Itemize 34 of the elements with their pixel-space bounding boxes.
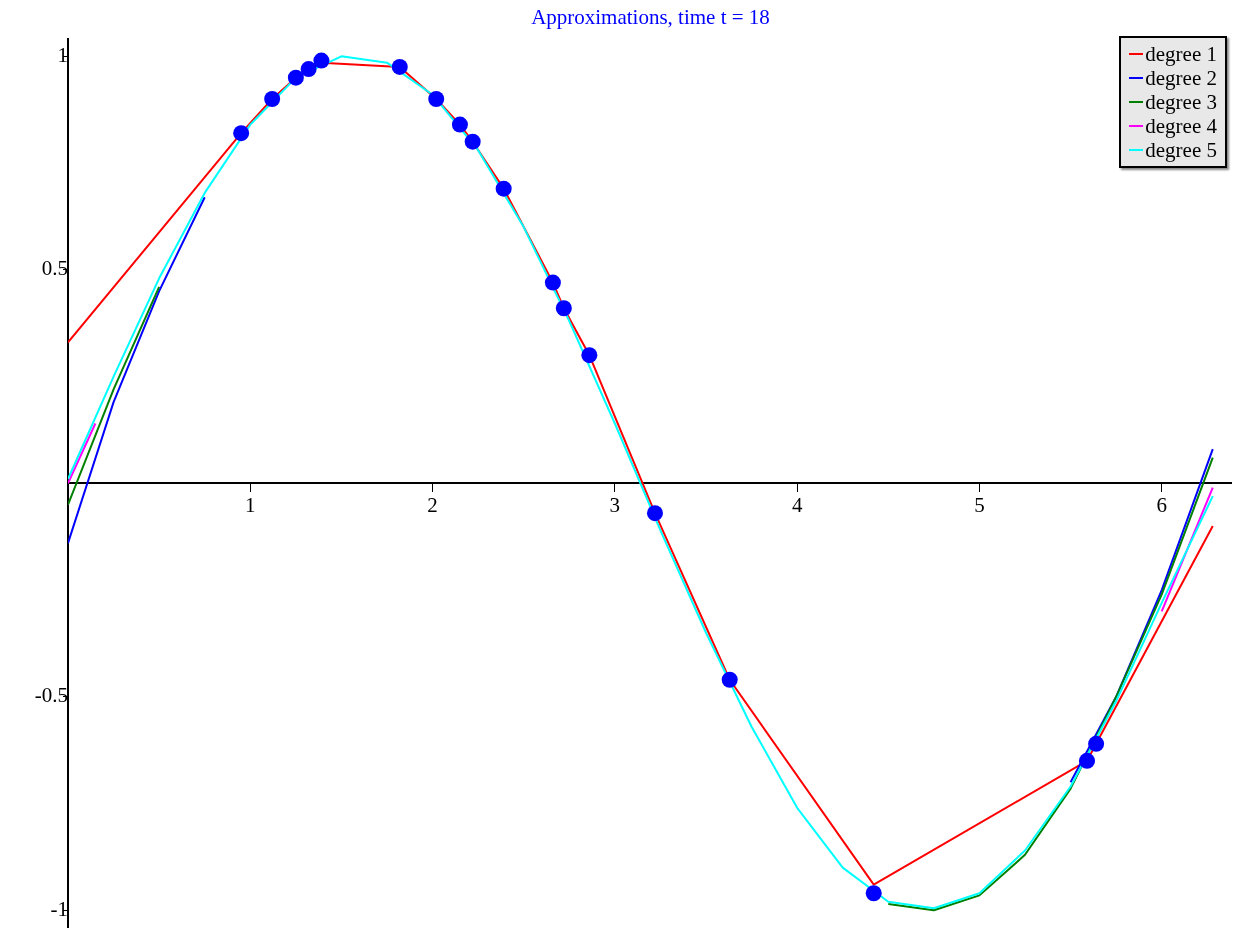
point [555, 300, 572, 317]
point [428, 90, 445, 107]
legend-label: degree 2 [1145, 66, 1217, 90]
point [721, 671, 738, 688]
y-tick-label: 0.5 [41, 256, 68, 281]
point [451, 116, 468, 133]
point [264, 90, 281, 107]
legend-label: degree 4 [1145, 114, 1217, 138]
x-tick-label: 5 [974, 493, 985, 518]
y-tick-label: -0.5 [34, 683, 68, 708]
point [581, 347, 598, 364]
legend-label: degree 5 [1145, 138, 1217, 162]
legend-label: degree 3 [1145, 90, 1217, 114]
point [233, 125, 250, 142]
point [313, 52, 330, 69]
point [646, 505, 663, 522]
x-tick-label: 1 [245, 493, 256, 518]
point [300, 61, 317, 78]
x-tick-label: 6 [1156, 493, 1167, 518]
point [287, 69, 304, 86]
x-tick-label: 4 [791, 493, 803, 518]
point [865, 885, 882, 902]
legend-label: degree 1 [1145, 42, 1217, 66]
point [391, 58, 408, 75]
point [495, 180, 512, 197]
point [544, 274, 561, 291]
y-tick-label: 1 [57, 42, 68, 67]
y-tick-label: -1 [50, 896, 68, 921]
point [464, 133, 481, 150]
x-tick-label: 2 [427, 493, 438, 518]
chart-title: Approximations, time t = 18 [531, 5, 770, 30]
point [1078, 752, 1095, 769]
point [1088, 735, 1105, 752]
x-tick-label: 3 [609, 493, 621, 518]
